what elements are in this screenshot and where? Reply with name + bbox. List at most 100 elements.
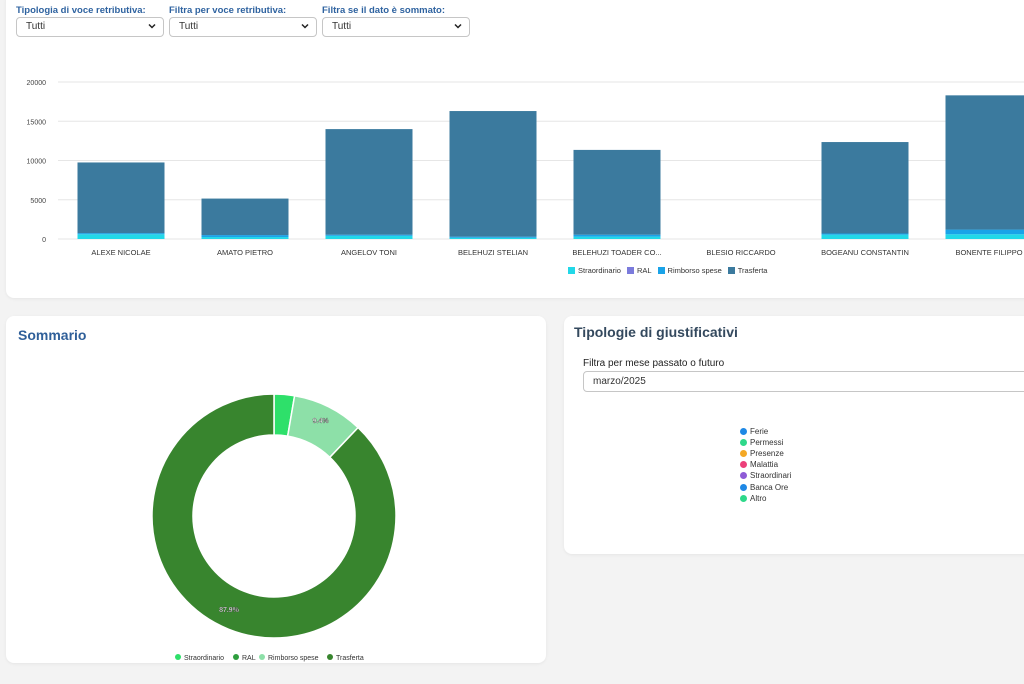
bar-segment-trasferta[interactable] [201, 198, 289, 236]
x-tick-label: AMATO PIETRO [217, 248, 273, 257]
tipologia-select-value: Tutti [26, 21, 46, 32]
bar-segment-straordinario[interactable] [945, 234, 1024, 239]
payroll-bar-chart: 0 5000 10000 15000 20000 ALEXE NICOLAE AMATO P… [27, 80, 1024, 257]
legend-item[interactable]: Rimborso spese [657, 266, 722, 275]
legend-dot [740, 483, 747, 491]
tipologie-legend-item[interactable]: Altro [740, 493, 791, 504]
legend-dot [740, 494, 747, 502]
bar-segment-rimborso-spese[interactable] [201, 235, 289, 238]
chevron-down-icon [301, 23, 309, 29]
summary-title: Sommario [18, 327, 87, 343]
x-tick-label: BELEHUZI STELIAN [458, 248, 528, 257]
legend-dot [740, 450, 747, 458]
legend-swatch [626, 267, 634, 274]
bar-segment-trasferta[interactable] [821, 142, 909, 234]
legend-swatch [727, 267, 735, 274]
x-tick-label: BELEHUZI TOADER CO... [572, 248, 661, 257]
tipologie-legend-item[interactable]: Permessi [740, 437, 791, 448]
bar-segment-rimborso-spese[interactable] [573, 234, 661, 237]
legend-label: Trasferta [737, 266, 768, 275]
tipologie-legend-item[interactable]: Malattia [740, 459, 791, 470]
tipologie-legend-label: Permessi [750, 438, 784, 448]
donut-slice-trasferta[interactable] [151, 393, 397, 639]
legend-label: Rimborso spese [667, 266, 722, 275]
tipologie-legend: Ferie Permessi Presenze Malattia Straordinar… [740, 426, 791, 504]
donut-legend-dot [233, 654, 239, 660]
voce-select-value: Tutti [179, 21, 199, 32]
tipologie-legend-item[interactable]: Presenze [740, 448, 791, 459]
tipologia-select[interactable]: Tutti [16, 17, 164, 37]
bar-segment-trasferta[interactable] [573, 149, 661, 235]
tipologie-legend-label: Malattia [750, 460, 779, 470]
legend-dot [740, 461, 747, 469]
legend-dot [740, 439, 747, 447]
tipologie-legend-item[interactable]: Ferie [740, 426, 791, 437]
bar-segment-rimborso-spese[interactable] [821, 233, 909, 235]
filter-label-sommato: Filtra se il dato è sommato: [322, 5, 445, 16]
month-select[interactable]: marzo/2025 [583, 371, 1024, 392]
legend-dot [740, 428, 747, 436]
filter-label-voce: Filtra per voce retributiva: [169, 5, 287, 16]
month-select-value: marzo/2025 [593, 376, 646, 387]
bar-segment-trasferta[interactable] [449, 111, 537, 237]
sommato-select-value: Tutti [332, 21, 352, 32]
bar-segment-trasferta[interactable] [77, 162, 165, 234]
donut-legend-dot [259, 654, 265, 660]
bar-segment-straordinario[interactable] [449, 237, 537, 239]
x-tick-label: BONENTE FILIPPO [955, 248, 1022, 257]
chevron-down-icon [148, 23, 156, 29]
bar-segment-straordinario[interactable] [821, 234, 909, 239]
payroll-chart-card: 0 5000 10000 15000 20000 ALEXE NICOLAE AMATO P… [6, 0, 1024, 298]
bar-segment-straordinario[interactable] [77, 234, 165, 239]
tipologie-legend-label: Straordinari [750, 471, 792, 481]
bar-segment-straordinario[interactable] [573, 236, 661, 239]
x-tick-label: ANGELOV TONI [341, 248, 397, 257]
y-tick-label: 15000 [27, 119, 47, 126]
y-tick-label: 0 [42, 237, 46, 244]
donut-legend-label: Straordinario [184, 655, 224, 662]
donut-legend-dot [327, 654, 333, 660]
donut-legend-label: Rimborso spese [268, 655, 319, 662]
tipologie-legend-label: Presenze [750, 449, 784, 459]
donut-data-label: 87.9% [219, 607, 240, 614]
filter-label-tipologia: Tipologia di voce retributiva: [16, 5, 146, 16]
bar-segment-straordinario[interactable] [325, 235, 413, 239]
legend-item[interactable]: Straordinario [568, 266, 621, 275]
donut-legend-dot [175, 654, 181, 660]
donut-data-label: 9.4% [313, 418, 330, 425]
summary-donut-chart: 9.4% 87.9% Straordinario RAL Rimborso spese T… [151, 393, 397, 662]
donut-legend-label: RAL [242, 655, 256, 662]
tipologie-legend-label: Banca Ore [750, 482, 789, 492]
bar-segment-straordinario[interactable] [201, 237, 289, 239]
legend-item[interactable]: Trasferta [727, 266, 768, 275]
chevron-down-icon [454, 23, 462, 29]
y-tick-label: 5000 [30, 198, 46, 205]
bar-segment-rimborso-spese[interactable] [945, 229, 1024, 235]
month-filter-label: Filtra per mese passato o futuro [583, 358, 725, 369]
bar-segment-trasferta[interactable] [325, 129, 413, 235]
legend-swatch [657, 267, 665, 274]
legend-label: Straordinario [578, 266, 621, 275]
summary-card: Sommario 9.4% 87.9% Straordinario RAL Rimbor… [6, 316, 546, 663]
bar-segment-rimborso-spese[interactable] [77, 233, 165, 235]
x-tick-label: BLESIO RICCARDO [706, 248, 775, 257]
legend-swatch [568, 267, 575, 274]
legend-item[interactable]: RAL [626, 266, 652, 275]
bar-segment-trasferta[interactable] [945, 95, 1024, 230]
tipologie-title: Tipologie di giustificativi [574, 324, 738, 340]
tipologie-legend-label: Altro [750, 493, 767, 503]
tipologie-legend-item[interactable]: Straordinari [740, 470, 791, 481]
y-tick-label: 20000 [27, 80, 47, 87]
bar-chart-legend: Straordinario RAL Rimborso spese Trasferta [568, 266, 773, 275]
bar-segment-rimborso-spese[interactable] [449, 236, 537, 238]
legend-dot [740, 472, 747, 480]
tipologie-card: Tipologie di giustificativi Filtra per m… [564, 316, 1024, 554]
x-tick-label: ALEXE NICOLAE [91, 248, 150, 257]
legend-label: RAL [636, 266, 652, 275]
voce-select[interactable]: Tutti [169, 17, 317, 37]
bar-segment-rimborso-spese[interactable] [325, 234, 413, 236]
donut-legend-label: Trasferta [336, 655, 364, 662]
tipologie-legend-item[interactable]: Banca Ore [740, 481, 791, 492]
sommato-select[interactable]: Tutti [322, 17, 470, 37]
x-tick-label: BOGEANU CONSTANTIN [821, 248, 909, 257]
